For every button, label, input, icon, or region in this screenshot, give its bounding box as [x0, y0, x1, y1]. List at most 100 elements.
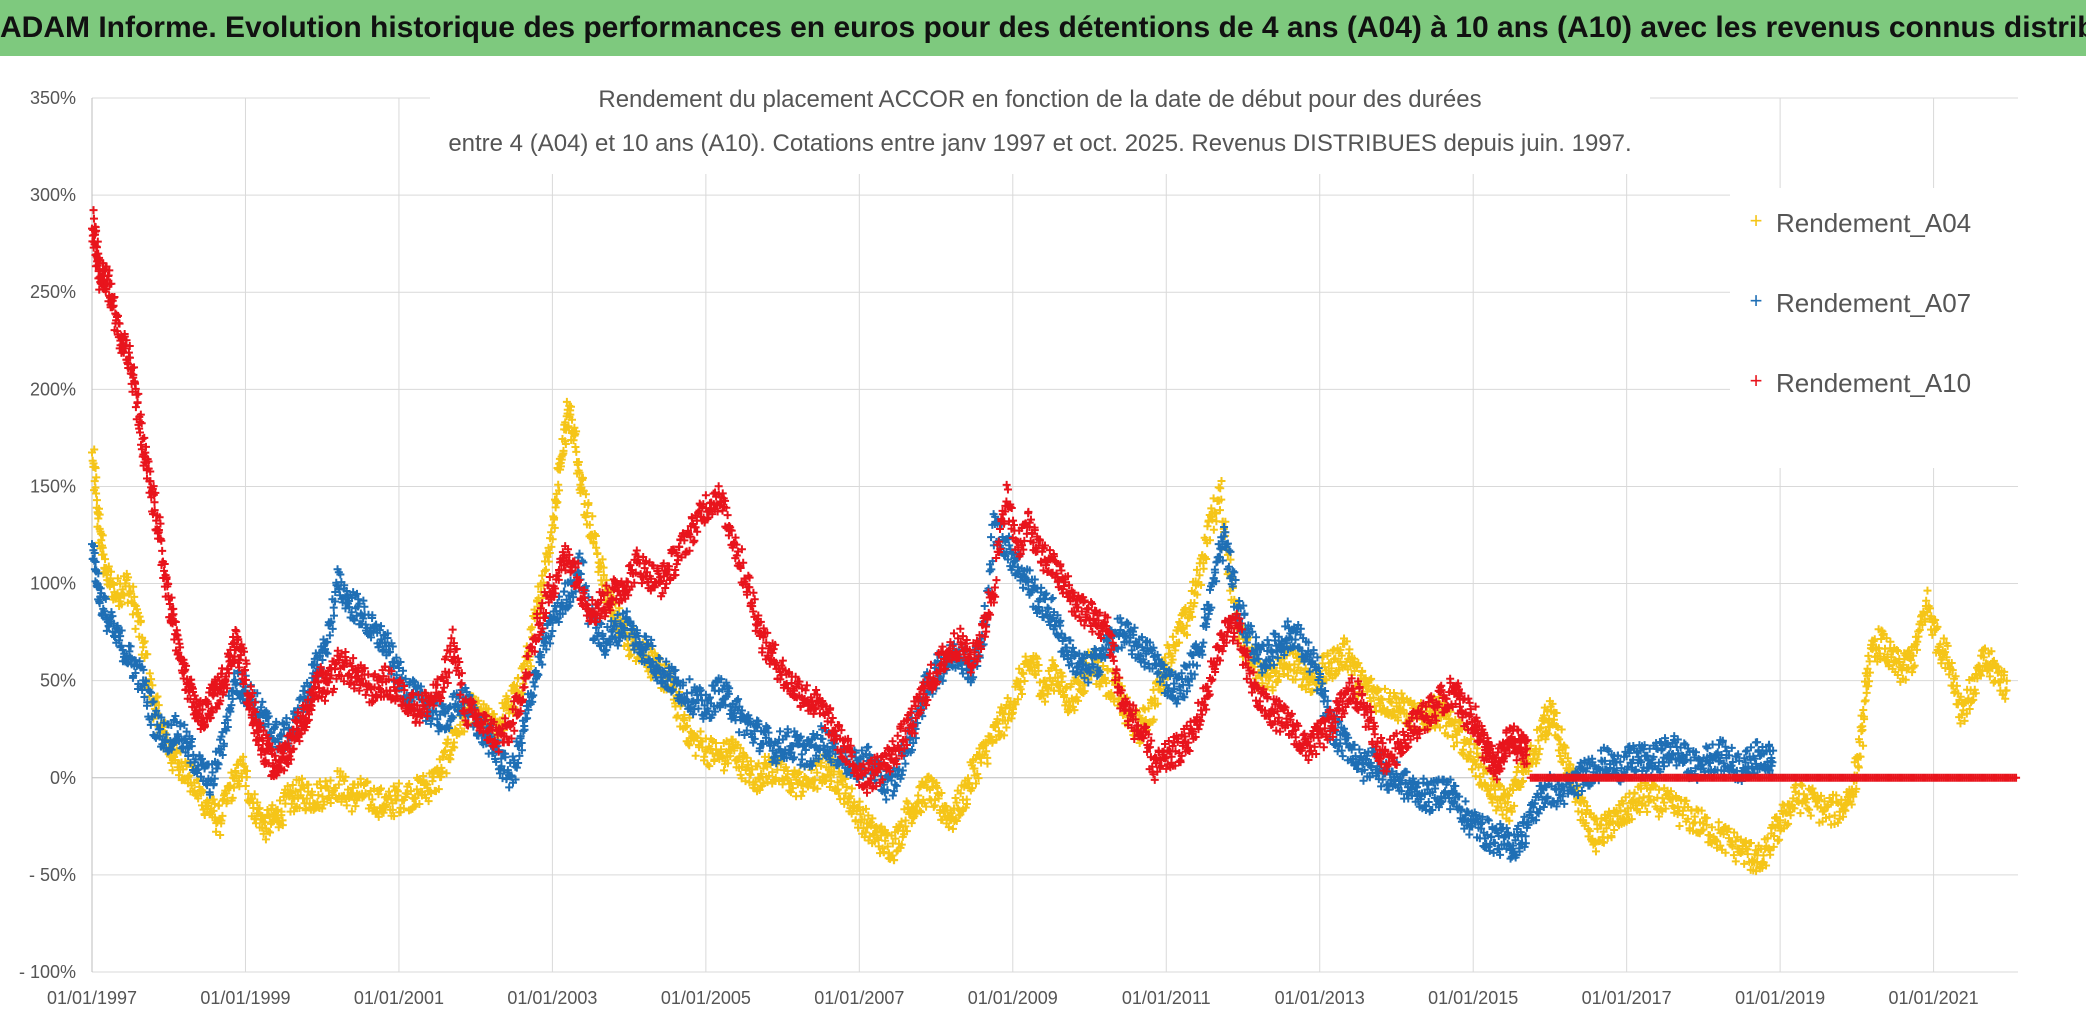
point-rendement-a04 [347, 807, 356, 816]
point-rendement-a04 [194, 794, 203, 803]
point-rendement-a04 [228, 793, 237, 802]
point-rendement-a04 [314, 791, 323, 800]
point-rendement-a04 [147, 675, 156, 684]
point-rendement-a04 [726, 752, 735, 761]
x-tick-label: 01/01/2017 [1582, 988, 1672, 1008]
point-rendement-a04 [479, 700, 488, 709]
point-rendement-a04 [550, 513, 559, 522]
point-rendement-a04 [525, 656, 534, 665]
point-rendement-a04 [551, 496, 560, 505]
point-rendement-a04 [566, 402, 575, 411]
point-rendement-a04 [248, 794, 257, 803]
point-rendement-a04 [574, 457, 583, 466]
point-rendement-a04 [581, 490, 590, 499]
point-rendement-a04 [747, 765, 756, 774]
point-rendement-a04 [140, 637, 149, 646]
point-rendement-a04 [148, 681, 157, 690]
point-rendement-a04 [258, 823, 267, 832]
point-rendement-a04 [340, 776, 349, 785]
point-rendement-a04 [277, 811, 286, 820]
point-rendement-a04 [746, 770, 755, 779]
point-rendement-a04 [424, 797, 433, 806]
x-tick-label: 01/01/1997 [47, 988, 137, 1008]
point-rendement-a04 [168, 766, 177, 775]
y-tick-label: - 100% [19, 962, 76, 982]
point-rendement-a04 [209, 795, 218, 804]
point-rendement-a04 [241, 782, 250, 791]
point-rendement-a04 [592, 543, 601, 552]
point-rendement-a04 [566, 410, 575, 419]
point-rendement-a04 [283, 782, 292, 791]
point-rendement-a04 [460, 727, 469, 736]
point-rendement-a04 [375, 786, 384, 795]
point-rendement-a04 [143, 650, 152, 659]
y-tick-label: 250% [30, 282, 76, 302]
point-rendement-a04 [746, 757, 755, 766]
point-rendement-a04 [588, 512, 597, 521]
point-rendement-a04 [484, 704, 493, 713]
point-rendement-a04 [419, 772, 428, 781]
point-rendement-a04 [382, 800, 391, 809]
point-rendement-a04 [291, 787, 300, 796]
point-rendement-a04 [296, 785, 305, 794]
point-rendement-a04 [106, 574, 115, 583]
point-rendement-a04 [261, 835, 270, 844]
banner-title: ADAM Informe. Evolution historique des p… [0, 11, 2086, 44]
point-rendement-a04 [323, 782, 332, 791]
point-rendement-a04 [212, 827, 221, 836]
point-rendement-a04 [578, 475, 587, 484]
x-tick-label: 01/01/2005 [661, 988, 751, 1008]
point-rendement-a04 [599, 571, 608, 580]
point-rendement-a04 [399, 804, 408, 813]
point-rendement-a04 [735, 753, 744, 762]
y-tick-label: 200% [30, 379, 76, 399]
point-rendement-a04 [120, 591, 129, 600]
point-rendement-a04 [585, 520, 594, 529]
point-rendement-a04 [741, 777, 750, 786]
point-rendement-a04 [99, 550, 108, 559]
x-tick-label: 01/01/2013 [1275, 988, 1365, 1008]
x-tick-label: 01/01/2021 [1889, 988, 1979, 1008]
point-rendement-a04 [154, 701, 163, 710]
point-rendement-a04 [216, 831, 225, 840]
point-rendement-a04 [517, 689, 526, 698]
point-rendement-a04 [443, 739, 452, 748]
x-tick-label: 01/01/2007 [814, 988, 904, 1008]
point-rendement-a04 [304, 780, 313, 789]
point-rendement-a04 [379, 808, 388, 817]
point-rendement-a04 [174, 771, 183, 780]
x-axis-labels: 01/01/1997 01/01/1999 01/01/2001 01/01/2003… [47, 988, 1979, 1008]
point-rendement-a04 [489, 710, 498, 719]
x-tick-label: 01/01/2001 [354, 988, 444, 1008]
point-rendement-a04 [539, 578, 548, 587]
point-rendement-a04 [394, 779, 403, 788]
point-rendement-a04 [214, 801, 223, 810]
point-rendement-a04 [691, 751, 700, 760]
point-rendement-a04 [130, 600, 139, 609]
point-rendement-a04 [377, 784, 386, 793]
chart-area: 350%300%250%200%150%100%50%0%- 50%- 100%… [0, 56, 2086, 1032]
point-rendement-a04 [218, 811, 227, 820]
point-rendement-a04 [393, 791, 402, 800]
point-rendement-a04 [217, 819, 226, 828]
point-rendement-a04 [538, 571, 547, 580]
point-rendement-a04 [231, 767, 240, 776]
point-rendement-a04 [700, 752, 709, 761]
point-rendement-a04 [682, 721, 691, 730]
x-tick-label: 01/01/2009 [968, 988, 1058, 1008]
point-rendement-a04 [255, 804, 264, 813]
point-rendement-a04 [711, 739, 720, 748]
point-rendement-a04 [545, 548, 554, 557]
point-rendement-a04 [109, 580, 118, 589]
point-rendement-a04 [95, 510, 104, 519]
point-rendement-a04 [392, 785, 401, 794]
x-tick-label: 01/01/2011 [1122, 988, 1211, 1008]
point-rendement-a04 [415, 799, 424, 808]
point-rendement-a04 [135, 612, 144, 621]
point-rendement-a04 [95, 524, 104, 533]
y-tick-label: 300% [30, 185, 76, 205]
point-rendement-a04 [101, 555, 110, 564]
point-rendement-a04 [572, 447, 581, 456]
point-rendement-a04 [438, 767, 447, 776]
point-rendement-a04 [97, 529, 106, 538]
